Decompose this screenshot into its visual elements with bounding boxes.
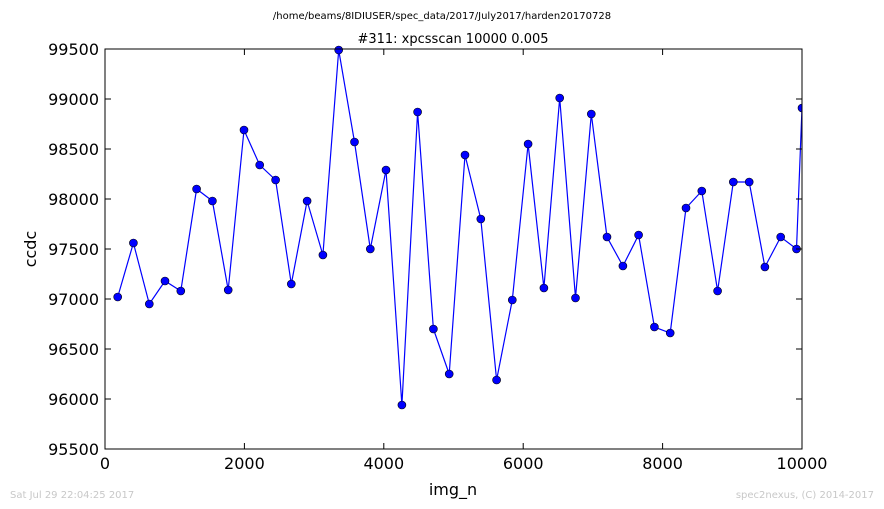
data-point [713,286,722,296]
data-point [460,150,470,160]
x-tick-label: 8000 [642,454,683,473]
data-point [129,238,138,248]
data-point [492,375,501,385]
x-tick-label: 0 [100,454,110,473]
axes-frame [104,48,803,450]
data-point [728,177,738,187]
plot-area [113,45,802,410]
data-point [160,276,170,286]
y-tick-label: 99500 [48,40,99,59]
data-point [444,369,454,379]
data-point [476,214,486,224]
data-point [255,160,265,170]
y-tick-label: 96000 [48,390,99,409]
timestamp: Sat Jul 29 22:04:25 2017 [10,490,134,501]
chart-title: #311: xpcsscan 10000 0.005 [357,32,548,47]
x-tick-label: 10000 [777,454,828,473]
data-point [634,230,643,240]
x-tick-label: 6000 [503,454,544,473]
y-tick-label: 98500 [48,140,99,159]
data-point [697,186,707,196]
data-point [239,125,249,135]
data-point [113,292,122,302]
data-point [176,286,186,296]
y-tick-label: 97000 [48,290,99,309]
suptitle: /home/beams/8IDIUSER/spec_data/2017/July… [273,11,611,22]
data-point [271,175,280,185]
data-point [350,137,359,147]
y-tick-label: 97500 [48,240,99,259]
data-point [760,262,770,272]
data-point [681,203,691,213]
series-line [117,49,802,406]
data-point [523,139,533,149]
x-tick-label: 2000 [224,454,265,473]
data-point [334,45,344,55]
data-point [365,244,375,254]
data-point [602,232,612,242]
axis-ticks: 0 2000 4000 6000 8000 10000 95500 96000 96500 970… [48,40,827,473]
data-point [650,322,659,332]
data-point [145,299,154,309]
data-point [286,279,296,289]
data-point [797,103,802,113]
data-point [381,165,391,175]
credit: spec2nexus, (C) 2014-2017 [736,490,874,501]
x-axis-label: img_n [429,480,477,500]
data-point [586,109,596,119]
data-point [318,250,328,260]
data-point [208,196,217,206]
data-point [192,184,201,194]
data-point [776,232,786,242]
data-point [555,93,565,103]
data-point [507,295,517,305]
x-tick-label: 4000 [363,454,404,473]
y-tick-label: 98000 [48,190,99,209]
data-point [302,196,312,206]
y-tick-label: 96500 [48,340,99,359]
y-tick-label: 99000 [48,90,99,109]
data-point [618,261,628,271]
data-point [397,400,407,410]
data-point [223,285,233,295]
y-axis-label: ccdc [21,231,40,268]
data-point [539,283,549,293]
data-point [665,328,675,338]
data-point [744,177,754,187]
y-tick-label: 95500 [48,440,99,459]
data-point [413,107,422,117]
data-point [429,324,438,334]
data-point [571,293,580,303]
